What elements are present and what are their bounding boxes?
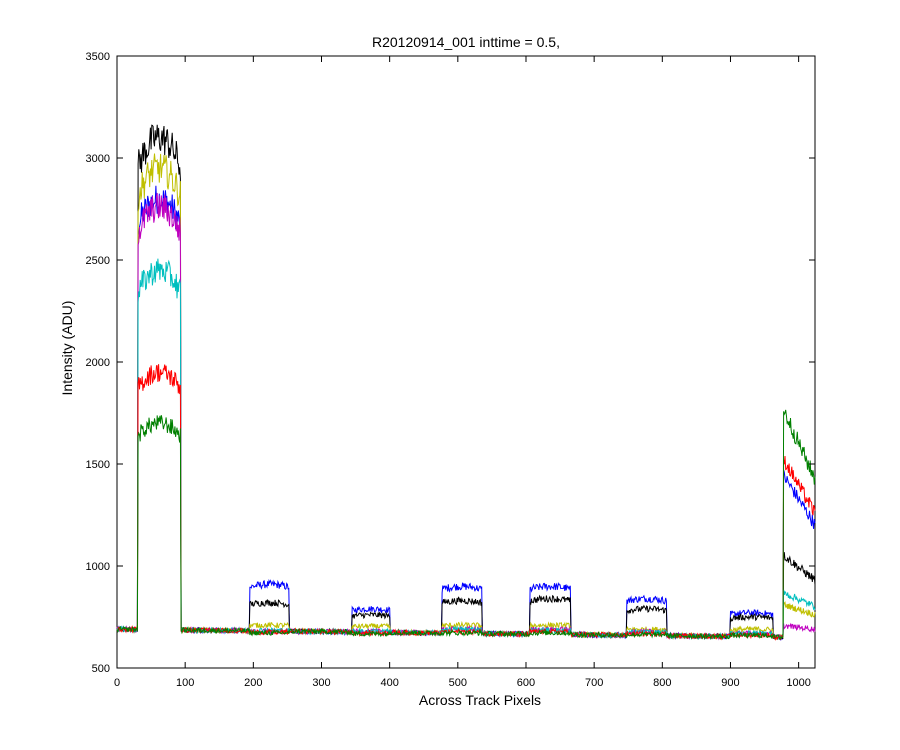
x-tick-label: 100: [176, 677, 194, 689]
series-layer: [116, 124, 816, 642]
y-tick-label: 1000: [86, 561, 110, 573]
y-tick-label: 2000: [86, 357, 110, 369]
series-line-7: [116, 409, 816, 641]
x-tick-label: 200: [244, 677, 262, 689]
y-tick-label: 3000: [86, 153, 110, 165]
x-tick-label: 1000: [786, 677, 810, 689]
y-tick-label: 500: [92, 663, 110, 675]
y-axis-label: Intensity (ADU): [59, 301, 75, 396]
plot-area: [116, 55, 816, 669]
ticks-layer: 0 100 200 300 400 500 600 700 800 900 1000 500 1000 1…: [86, 51, 815, 689]
x-tick-label: 0: [114, 677, 120, 689]
x-tick-label: 900: [721, 677, 739, 689]
y-tick-label: 2500: [86, 255, 110, 267]
x-tick-label: 300: [312, 677, 330, 689]
x-tick-label: 400: [380, 677, 398, 689]
x-tick-label: 600: [517, 677, 535, 689]
y-tick-label: 3500: [86, 51, 110, 63]
x-tick-label: 700: [585, 677, 603, 689]
x-tick-label: 500: [449, 677, 467, 689]
x-axis-label: Across Track Pixels: [419, 692, 541, 708]
y-tick-label: 1500: [86, 459, 110, 471]
chart-title: R20120914_001 inttime = 0.5,: [372, 34, 560, 50]
x-tick-label: 800: [653, 677, 671, 689]
